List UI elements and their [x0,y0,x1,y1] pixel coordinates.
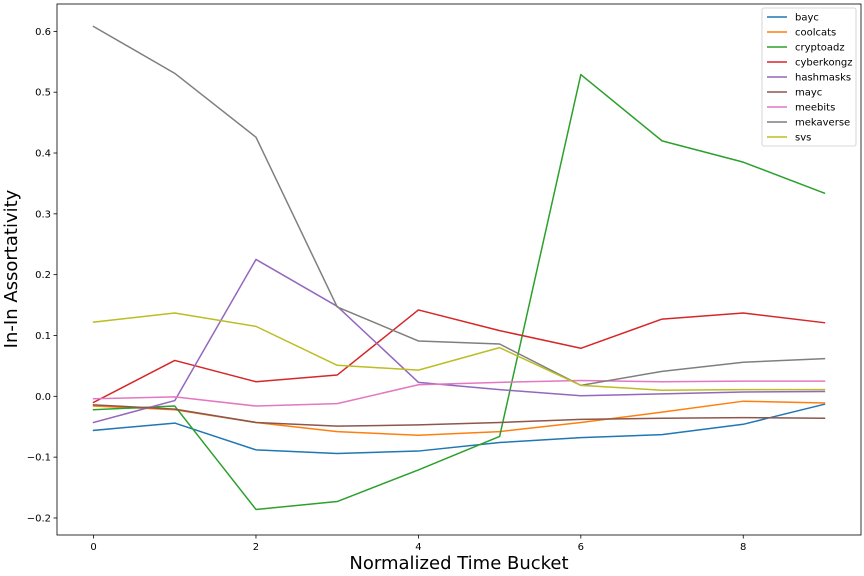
y-tick-label: 0.1 [35,331,51,342]
legend-label-svs: svs [795,133,811,144]
legend: bayc coolcats cryptoadz cyberkongz hashmasks… [761,7,857,147]
y-tick-label: −0.2 [27,513,51,524]
x-tick-label: 4 [415,542,421,553]
legend-box [761,7,857,147]
series-line-cyberkongz [92,309,826,404]
x-axis-ticks: 0 2 4 6 8 [90,535,746,553]
x-tick-label: 8 [740,542,746,553]
legend-label-cyberkongz: cyberkongz [795,58,853,69]
y-tick-label: 0.2 [35,270,51,281]
legend-label-cryptoadz: cryptoadz [795,43,845,54]
series-lines [92,25,826,511]
x-tick-label: 2 [253,542,259,553]
series-line-mekaverse [92,25,826,387]
y-tick-label: 0.3 [35,209,51,220]
legend-label-mekaverse: mekaverse [795,118,850,129]
series-line-cryptoadz [92,73,826,511]
series-line-svs [92,312,826,391]
y-tick-label: 0.6 [35,27,51,38]
y-tick-label: 0.5 [35,88,51,99]
legend-label-bayc: bayc [795,13,819,24]
y-tick-label: 0.0 [35,392,51,403]
x-axis-label: Normalized Time Bucket [349,553,568,574]
y-axis-ticks: −0.2 −0.1 0.0 0.1 0.2 0.3 0.4 0.5 0.6 [27,27,57,524]
series-line-mayc [92,404,826,427]
y-axis-label: In-In Assortativity [1,189,22,348]
series-line-hashmasks [92,258,826,424]
y-tick-label: 0.4 [35,149,51,160]
legend-label-meebits: meebits [795,103,835,114]
legend-label-hashmasks: hashmasks [795,73,851,84]
x-tick-label: 0 [90,542,96,553]
legend-label-coolcats: coolcats [795,28,836,39]
x-tick-label: 6 [578,542,584,553]
plot-area [56,3,862,536]
legend-label-mayc: mayc [795,88,822,99]
plot-frame [56,3,862,536]
series-line-bayc [92,403,826,455]
series-line-meebits [92,379,826,407]
y-tick-label: −0.1 [27,453,51,464]
